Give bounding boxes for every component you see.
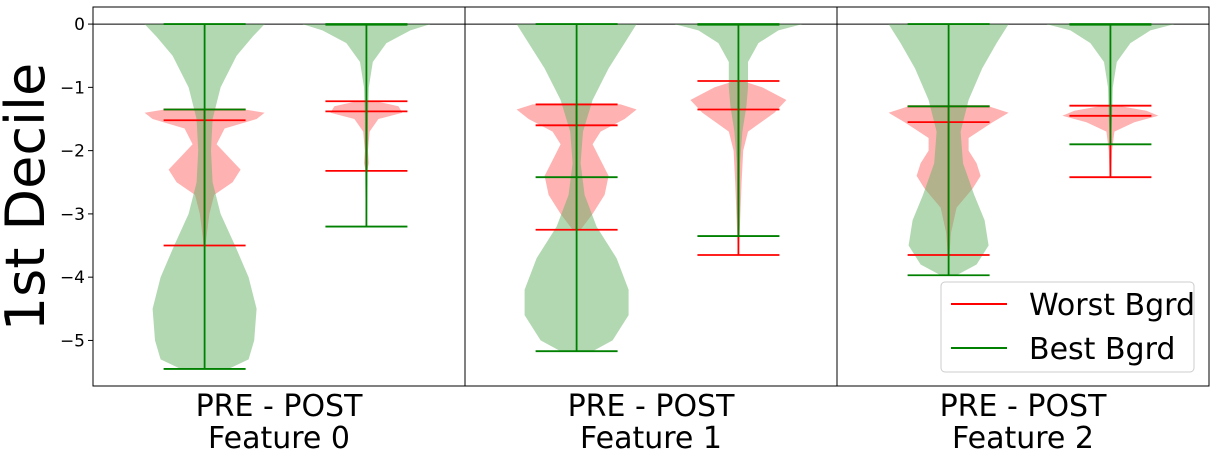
panel-frame <box>836 6 1210 387</box>
y-tick-label: 0 <box>74 15 85 35</box>
x-axis-label: Feature 1 <box>580 421 722 456</box>
y-tick-label: −2 <box>60 142 85 162</box>
x-tick-label: PRE - POST <box>196 389 364 424</box>
y-axis-label: 1st Decile <box>0 63 57 332</box>
y-tick-label: −1 <box>60 78 85 98</box>
x-axis-label: Feature 2 <box>952 421 1094 456</box>
legend: Worst Bgrd Best Bgrd <box>940 281 1195 373</box>
y-tick-label: −3 <box>60 205 85 225</box>
panel-frame <box>92 6 466 387</box>
legend-label-best: Best Bgrd <box>1029 332 1175 367</box>
y-tick-label: −5 <box>60 331 85 351</box>
panel-frame <box>464 6 838 387</box>
x-axis-label: Feature 0 <box>208 421 350 456</box>
y-axis: 0 −1 −2 −3 −4 −5 <box>60 15 93 351</box>
x-tick-label: PRE - POST <box>568 389 736 424</box>
x-tick-label: PRE - POST <box>940 389 1108 424</box>
legend-label-worst: Worst Bgrd <box>1029 288 1195 323</box>
y-tick-label: −4 <box>60 268 85 288</box>
